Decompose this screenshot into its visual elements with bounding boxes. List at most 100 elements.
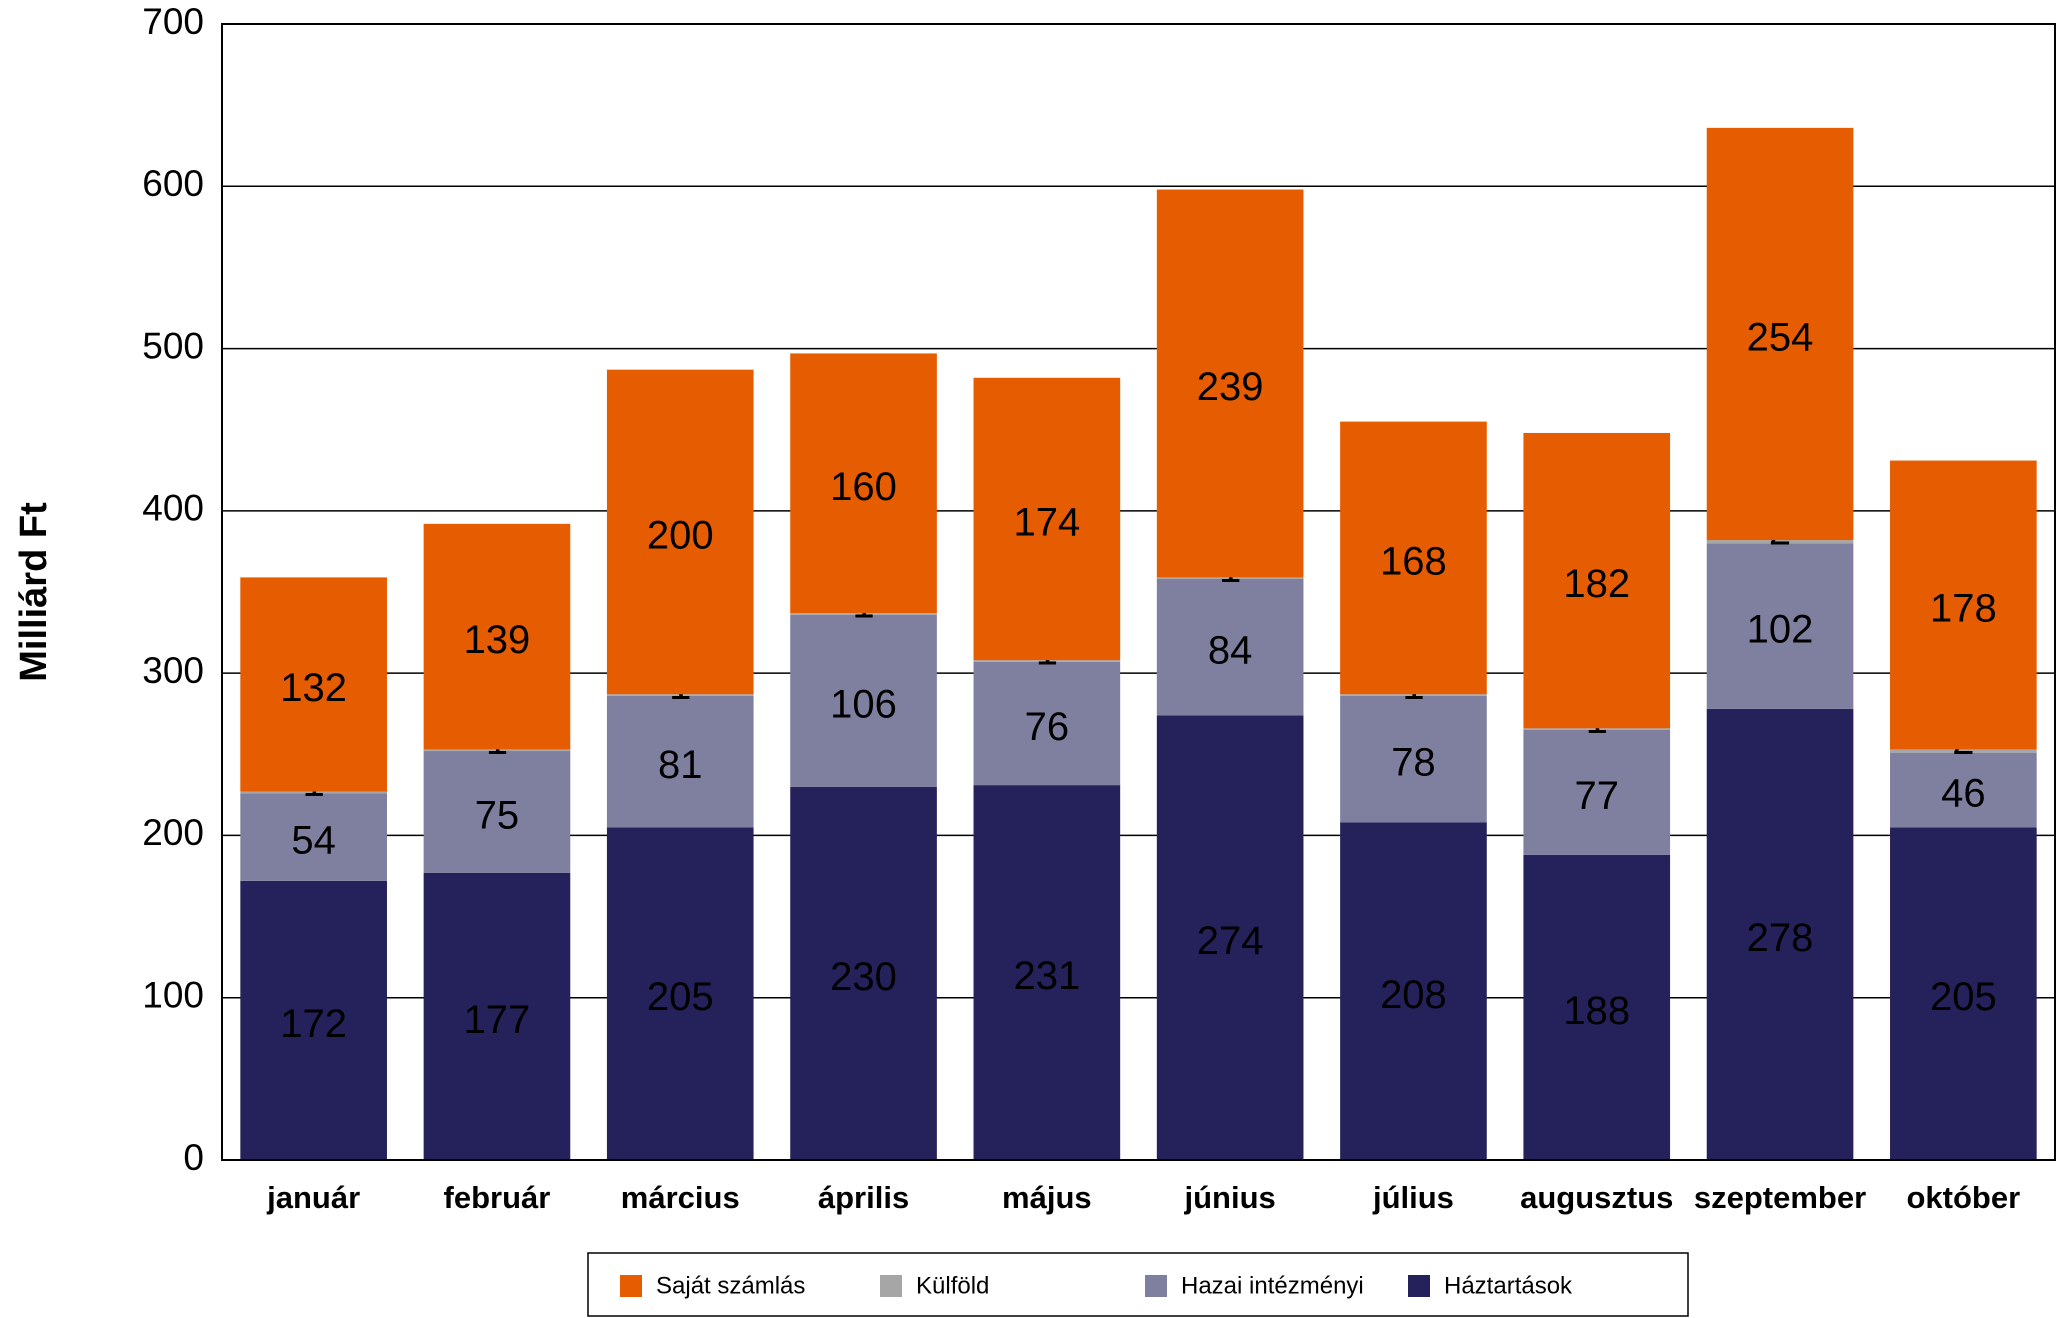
data-label: 54 [291,819,336,863]
bar-segment [973,377,1121,661]
data-label: 200 [647,514,714,558]
x-tick-label: március [621,1180,740,1215]
bar-segment [1340,694,1487,696]
bar-segment [973,661,1121,786]
bar-segment [1156,577,1304,580]
data-label: 205 [647,975,714,1019]
data-label: 254 [1747,316,1814,360]
bar-segment [606,694,754,696]
data-label: 278 [1747,916,1814,960]
data-label: 177 [464,998,531,1042]
legend-box [587,1252,1689,1317]
y-tick-label: 200 [142,812,204,853]
legend-swatch [880,1275,902,1297]
bar-segment [1523,854,1671,1160]
bar-segment [790,786,937,1160]
data-label: 78 [1391,741,1436,785]
legend-swatch [620,1275,642,1297]
bar-segment [1340,822,1487,1160]
bar-segment [973,785,1121,1160]
bar-segment [1890,460,2037,750]
data-label: 274 [1197,919,1264,963]
x-tick-label: február [444,1180,551,1215]
bar-segment [423,751,571,873]
bar-segment [790,613,937,615]
bar-segment [790,614,937,787]
x-tick-label: június [1184,1180,1276,1215]
data-label: 77 [1575,774,1620,818]
y-tick-label: 100 [142,974,204,1015]
y-tick-label: 600 [142,163,204,204]
bar-segment [790,353,937,614]
x-tick-label: szeptember [1694,1180,1866,1215]
bar-segment [240,880,387,1160]
data-label: 81 [658,743,703,787]
bar-segment [1890,752,2037,828]
x-tick-label: október [1907,1180,2021,1215]
x-tick-label: április [818,1180,909,1215]
x-tick-label: január [266,1180,360,1215]
bar-segment [240,791,387,794]
legend-swatch [1408,1275,1430,1297]
data-label: 208 [1380,973,1447,1017]
bar-segment [606,369,754,695]
legend-label: Háztartások [1444,1272,1573,1299]
bar-segment [606,827,754,1160]
data-label: 84 [1208,629,1253,673]
bar-segment [1523,729,1671,855]
legend-label: Külföld [916,1272,989,1299]
data-label: 106 [830,682,897,726]
data-label: 239 [1197,365,1264,409]
data-label: 102 [1747,608,1814,652]
data-label: 230 [830,955,897,999]
bar-segment [1340,421,1487,695]
legend-swatch [1145,1275,1167,1297]
y-tick-label: 300 [142,650,204,691]
data-label: 182 [1563,562,1630,606]
legend-label: Saját számlás [656,1272,805,1299]
bar-segment [423,749,571,752]
bar-segment [1706,543,1854,709]
data-label: 172 [280,1002,347,1046]
bar-segment [1706,708,1854,1160]
x-tick-label: május [1002,1180,1092,1215]
data-label: 132 [280,666,347,710]
data-label: 139 [464,618,531,662]
data-label: 188 [1563,989,1630,1033]
bar-segment [606,695,754,828]
bar-segment [1156,579,1304,716]
bar-segment [1706,127,1854,541]
y-tick-label: 0 [183,1137,204,1178]
bar-segment [1890,749,2037,753]
data-label: 46 [1941,772,1986,816]
data-label: 231 [1013,954,1080,998]
bar-segment [423,523,571,750]
data-label: 75 [475,793,520,837]
data-label: 205 [1930,975,1997,1019]
legend-label: Hazai intézményi [1181,1272,1364,1299]
data-label: 160 [830,465,897,509]
bar-segment [1890,827,2037,1160]
x-tick-label: július [1372,1180,1454,1215]
bar-segment [1523,728,1671,730]
bar-segment [973,660,1121,662]
bar-segment [1523,432,1671,729]
x-tick-label: augusztus [1520,1180,1673,1215]
y-axis-title: Milliárd Ft [13,502,55,682]
bar-segment [1340,695,1487,823]
y-tick-label: 500 [142,325,204,366]
data-label: 76 [1025,705,1070,749]
plot-frame [221,23,2056,1161]
bar-segment [240,793,387,881]
bar-segment [423,872,571,1160]
bar-segment [240,577,387,792]
bar-segment [1156,715,1304,1160]
data-label: 174 [1013,501,1080,545]
bar-segment [1156,189,1304,578]
y-tick-label: 400 [142,488,204,529]
bar-segment [1706,540,1854,544]
data-label: 178 [1930,587,1997,631]
data-label: 168 [1380,539,1447,583]
y-tick-label: 700 [142,1,204,42]
